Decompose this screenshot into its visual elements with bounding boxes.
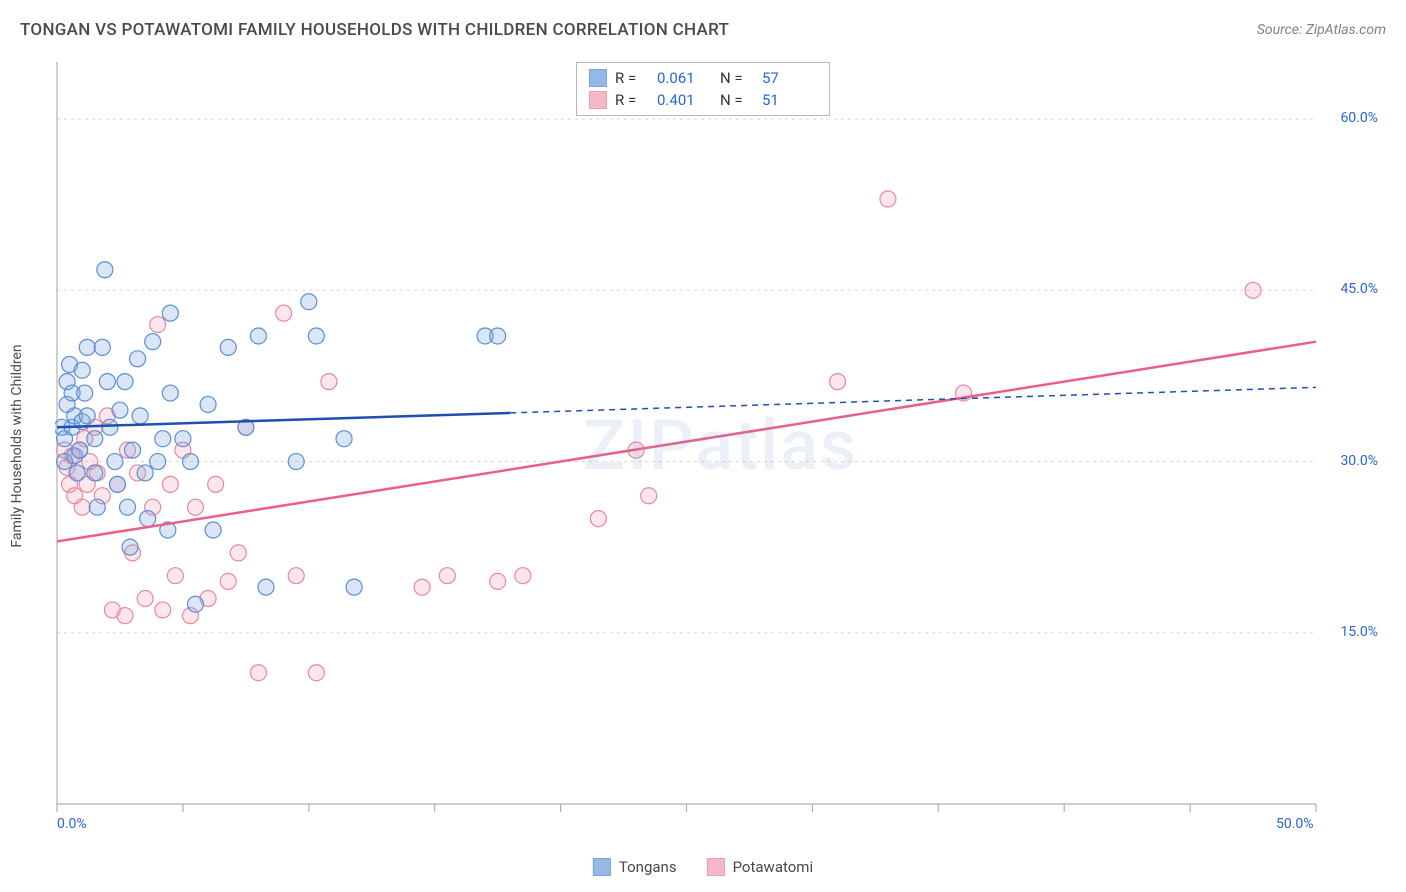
- legend-correlation-box: R = 0.061 N = 57 R = 0.401 N = 51: [576, 62, 830, 116]
- r-value-potawatomi: 0.401: [657, 91, 712, 109]
- chart-container: Family Households with Children ZIPatlas…: [55, 60, 1386, 832]
- y-tick-label: 45.0%: [1340, 281, 1378, 297]
- swatch-potawatomi-icon: [707, 858, 725, 876]
- swatch-potawatomi-icon: [589, 91, 607, 109]
- legend-row-tongans: R = 0.061 N = 57: [589, 67, 817, 89]
- r-label: R =: [615, 69, 649, 87]
- legend-label-tongans: Tongans: [619, 858, 677, 876]
- legend-row-potawatomi: R = 0.401 N = 51: [589, 89, 817, 111]
- legend-label-potawatomi: Potawatomi: [733, 858, 814, 876]
- chart-header: TONGAN VS POTAWATOMI FAMILY HOUSEHOLDS W…: [20, 20, 1386, 40]
- x-tick-label: 0.0%: [57, 816, 87, 832]
- x-tick-label: 50.0%: [1276, 816, 1314, 832]
- y-tick-label: 15.0%: [1340, 624, 1378, 640]
- n-label: N =: [720, 69, 754, 87]
- legend-item-tongans: Tongans: [593, 858, 677, 876]
- swatch-tongans-icon: [589, 69, 607, 87]
- legend-series: Tongans Potawatomi: [593, 858, 813, 876]
- n-value-potawatomi: 51: [762, 91, 817, 109]
- y-axis-label: Family Households with Children: [9, 344, 25, 547]
- plot-svg: [55, 60, 1386, 832]
- chart-title: TONGAN VS POTAWATOMI FAMILY HOUSEHOLDS W…: [20, 20, 729, 40]
- n-value-tongans: 57: [762, 69, 817, 87]
- y-tick-label: 60.0%: [1340, 110, 1378, 126]
- source-label: Source: ZipAtlas.com: [1257, 22, 1386, 38]
- source-name: ZipAtlas.com: [1306, 22, 1386, 38]
- swatch-tongans-icon: [593, 858, 611, 876]
- y-tick-label: 30.0%: [1340, 453, 1378, 469]
- r-value-tongans: 0.061: [657, 69, 712, 87]
- source-prefix: Source:: [1257, 22, 1306, 38]
- r-label: R =: [615, 91, 649, 109]
- legend-item-potawatomi: Potawatomi: [707, 858, 814, 876]
- n-label: N =: [720, 91, 754, 109]
